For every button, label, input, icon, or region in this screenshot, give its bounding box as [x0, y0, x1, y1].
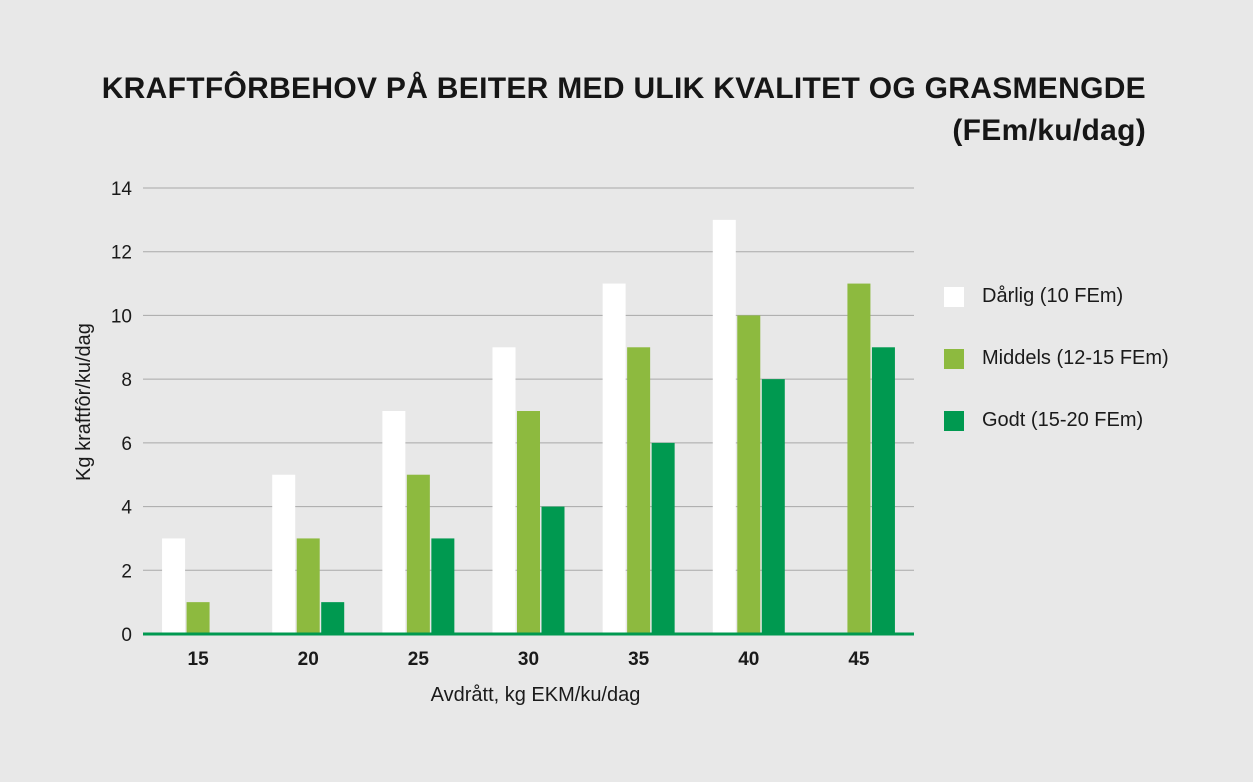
- legend-label-godt: Godt (15-20 FEm): [982, 409, 1144, 431]
- legend-label-darlig: Dårlig (10 FEm): [982, 285, 1124, 307]
- bar-godt: [871, 347, 895, 634]
- legend-swatch-darlig: [944, 286, 964, 307]
- y-tick-label: 12: [111, 243, 132, 264]
- bar-middels: [186, 602, 210, 634]
- x-axis-title: Avdrått, kg EKM/ku/dag: [431, 684, 641, 706]
- y-tick-label: 6: [121, 434, 132, 455]
- bar-middels: [847, 283, 871, 634]
- bar-darlig: [382, 411, 406, 634]
- y-tick-label: 0: [121, 625, 132, 646]
- x-tick-label: 35: [628, 649, 650, 670]
- y-tick-label: 14: [111, 179, 133, 200]
- x-tick-label: 20: [298, 649, 319, 670]
- chart-subtitle: (FEm/ku/dag): [952, 114, 1146, 147]
- chart-title: KRAFTFÔRBEHOV PÅ BEITER MED ULIK KVALITE…: [101, 72, 1146, 105]
- bar-darlig: [162, 538, 186, 634]
- legend-item-middels: Middels (12-15 FEm): [944, 346, 1169, 371]
- y-axis-title: Kg kraftfôr/ku/dag: [73, 323, 95, 481]
- x-tick-label: 15: [188, 649, 210, 670]
- x-tick-label: 45: [848, 649, 870, 670]
- bar-darlig: [712, 219, 736, 634]
- x-tick-label: 25: [408, 649, 430, 670]
- bar-darlig: [602, 283, 626, 634]
- bar-darlig: [272, 474, 296, 634]
- x-tick-label: 40: [738, 649, 759, 670]
- bar-middels: [517, 411, 540, 634]
- legend-label-middels: Middels (12-15 FEm): [982, 347, 1169, 369]
- legend-swatch-middels: [944, 348, 964, 369]
- bar-middels: [406, 474, 430, 634]
- bar-middels: [627, 347, 651, 634]
- bar-godt: [761, 379, 785, 634]
- legend: Dårlig (10 FEm) Middels (12-15 FEm) Godt…: [944, 284, 1169, 470]
- bar-darlig: [492, 347, 516, 634]
- bar-godt: [541, 506, 565, 634]
- x-tick-label: 30: [518, 649, 539, 670]
- y-tick-label: 8: [121, 370, 132, 391]
- y-tick-label: 2: [121, 561, 132, 582]
- bar-godt: [431, 538, 455, 634]
- bar-middels: [296, 538, 320, 634]
- legend-item-darlig: Dårlig (10 FEm): [944, 284, 1169, 309]
- y-tick-label: 4: [121, 498, 132, 519]
- bar-godt: [651, 442, 675, 634]
- bar-godt: [321, 602, 345, 634]
- legend-swatch-godt: [944, 410, 964, 431]
- bar-middels: [737, 315, 761, 634]
- y-tick-label: 10: [111, 306, 132, 327]
- legend-item-godt: Godt (15-20 FEm): [944, 408, 1169, 433]
